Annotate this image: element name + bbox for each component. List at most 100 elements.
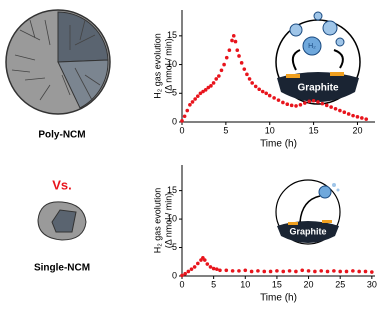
data-point — [237, 54, 241, 58]
data-point — [188, 103, 192, 107]
data-point — [334, 107, 338, 111]
data-point — [288, 269, 292, 273]
x-tick-label: 10 — [240, 279, 250, 289]
data-point — [243, 269, 247, 273]
x-tick-label: 30 — [367, 279, 377, 289]
data-point — [235, 48, 239, 52]
data-point — [230, 39, 234, 43]
single-ncm-illustration — [38, 202, 86, 240]
data-point — [272, 96, 276, 100]
x-tick-label: 0 — [179, 279, 184, 289]
single-label: Single-NCM — [34, 263, 90, 274]
data-point — [231, 269, 235, 273]
poly-ncm-illustration — [6, 10, 110, 114]
data-point — [364, 270, 368, 274]
figure: Poly-NCM Vs. Single-NCM H₂ Graphite Grap… — [0, 0, 377, 310]
data-point — [307, 100, 311, 104]
data-point — [316, 100, 320, 104]
data-point — [234, 40, 238, 44]
data-point — [313, 270, 317, 274]
data-point — [351, 269, 355, 273]
data-point — [248, 77, 252, 81]
data-point — [215, 267, 219, 271]
data-point — [262, 270, 266, 274]
data-point — [332, 269, 336, 273]
data-point — [193, 265, 197, 269]
x-axis-label: Time (h) — [260, 293, 297, 304]
data-point — [357, 270, 361, 274]
data-point — [245, 73, 249, 77]
data-point — [187, 270, 191, 274]
page: Poly-NCM Vs. Single-NCM H₂ Graphite Grap… — [0, 0, 377, 310]
x-tick-label: 5 — [211, 279, 216, 289]
data-point — [209, 84, 213, 88]
x-axis-label: Time (h) — [260, 139, 297, 150]
data-point — [303, 101, 307, 105]
data-point — [264, 91, 268, 95]
inset-label: Graphite — [289, 226, 326, 236]
data-point — [294, 104, 298, 108]
data-point — [256, 269, 260, 273]
data-point — [196, 262, 200, 266]
data-point — [329, 105, 333, 109]
data-point — [345, 270, 349, 274]
data-point — [321, 102, 325, 106]
y-tick-label: 0 — [172, 116, 177, 126]
data-point — [269, 270, 273, 274]
data-point — [242, 67, 246, 71]
data-point — [360, 116, 364, 120]
vs-label: Vs. — [52, 177, 72, 192]
data-point — [250, 270, 254, 274]
data-point — [222, 63, 226, 67]
data-point — [275, 269, 279, 273]
y-axis-label: (Δ nmol / min) — [163, 38, 173, 94]
y-tick-label: 0 — [172, 270, 177, 280]
bubble-label: H₂ — [308, 43, 316, 50]
data-point — [228, 48, 232, 52]
data-point — [190, 267, 194, 271]
data-point — [224, 269, 228, 273]
data-point — [277, 98, 281, 102]
x-tick-label: 5 — [223, 125, 228, 135]
data-point — [212, 81, 216, 85]
data-point — [290, 104, 294, 108]
y-axis-label: H₂ gas evolution — [152, 33, 162, 99]
y-axis-label: H₂ gas evolution — [152, 188, 162, 254]
data-point — [326, 270, 330, 274]
data-point — [191, 100, 195, 104]
data-point — [261, 90, 265, 94]
data-point — [232, 34, 236, 38]
data-point — [370, 270, 374, 274]
inset-label: Graphite — [297, 83, 339, 94]
x-tick-label: 15 — [272, 279, 282, 289]
data-point — [257, 87, 261, 91]
data-point — [218, 269, 222, 273]
x-tick-label: 20 — [304, 279, 314, 289]
data-point — [338, 270, 342, 274]
data-point — [220, 69, 224, 73]
data-point — [312, 99, 316, 103]
data-point — [294, 270, 298, 274]
data-point — [209, 265, 213, 269]
data-point — [319, 269, 323, 273]
data-point — [180, 119, 184, 123]
data-point — [254, 85, 258, 89]
data-point — [193, 97, 197, 101]
data-point — [268, 94, 272, 98]
data-point — [206, 262, 210, 266]
data-point — [299, 103, 303, 107]
x-tick-label: 0 — [179, 125, 184, 135]
data-point — [196, 94, 200, 98]
data-point — [281, 101, 285, 105]
data-point — [183, 114, 187, 118]
data-point — [237, 269, 241, 273]
data-point — [217, 74, 221, 78]
x-tick-label: 15 — [309, 125, 319, 135]
data-point — [347, 112, 351, 116]
data-point — [225, 56, 229, 60]
x-tick-label: 25 — [335, 279, 345, 289]
poly-label: Poly-NCM — [38, 130, 85, 141]
data-point — [364, 117, 368, 121]
data-point — [338, 109, 342, 113]
y-axis-label: (Δ nmol / min) — [163, 193, 173, 249]
